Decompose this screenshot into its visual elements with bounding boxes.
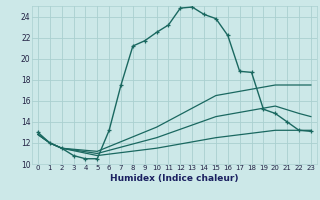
X-axis label: Humidex (Indice chaleur): Humidex (Indice chaleur) [110,174,239,183]
